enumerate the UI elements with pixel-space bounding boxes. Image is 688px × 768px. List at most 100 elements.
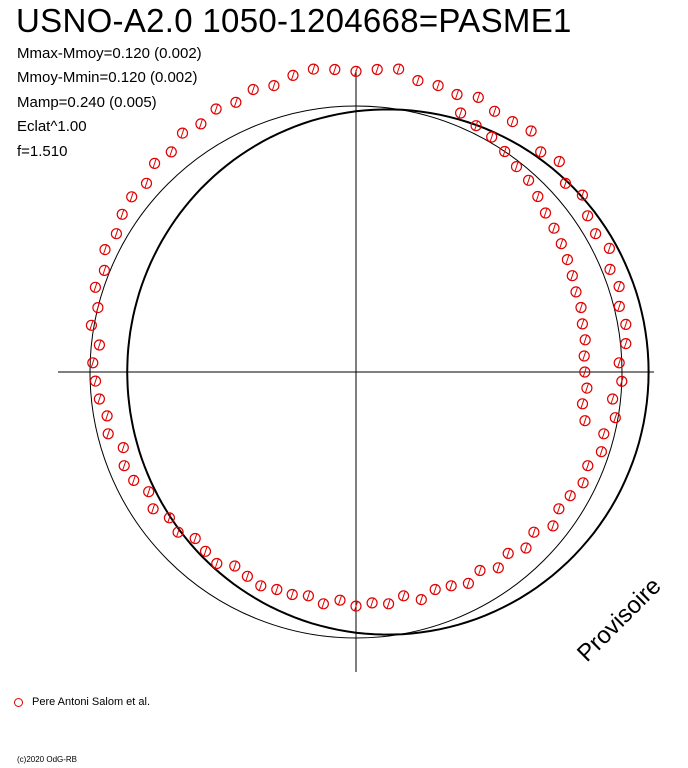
data-point-errorbar	[608, 264, 612, 275]
data-point	[579, 415, 591, 427]
data-point-marker	[462, 577, 474, 590]
data-point-marker	[350, 65, 362, 78]
data-point-marker	[286, 588, 298, 601]
data-point-errorbar	[617, 358, 622, 368]
data-point-marker	[564, 490, 576, 502]
data-point-errorbar	[593, 229, 598, 239]
data-point	[604, 263, 616, 275]
data-point-errorbar	[232, 561, 237, 571]
data-point-errorbar	[583, 335, 588, 345]
data-point-marker	[334, 594, 346, 606]
data-point	[102, 428, 114, 440]
data-point-errorbar	[95, 302, 100, 313]
data-point-errorbar	[538, 147, 543, 157]
data-point-errorbar	[274, 584, 279, 595]
data-point	[528, 526, 540, 538]
data-point-marker	[89, 281, 102, 293]
data-point	[317, 598, 329, 610]
data-point-marker	[492, 562, 504, 574]
data-point-marker	[350, 600, 362, 612]
data-point-errorbar	[492, 106, 497, 116]
data-point-marker	[383, 598, 395, 610]
legend: Pere Antoni Salom et al.	[14, 696, 150, 708]
info-mamp: Mamp=0.240 (0.005)	[17, 94, 157, 111]
data-point-marker	[117, 442, 129, 454]
plot-axes	[58, 70, 654, 672]
data-point	[613, 300, 625, 312]
data-point-marker	[579, 366, 591, 378]
data-point-marker	[99, 244, 111, 256]
data-point-marker	[579, 415, 591, 427]
data-point-errorbar	[93, 282, 98, 292]
data-point	[195, 118, 207, 130]
data-point-errorbar	[332, 64, 337, 75]
data-point	[147, 503, 159, 515]
data-point-errorbar	[582, 351, 587, 361]
data-point-marker	[199, 545, 212, 557]
data-point-marker	[102, 428, 114, 440]
data-point-errorbar	[436, 80, 441, 91]
data-point-marker	[613, 280, 625, 293]
data-point-marker	[576, 398, 589, 410]
data-point-marker	[502, 547, 514, 560]
data-point	[92, 302, 104, 314]
data-point-marker	[603, 242, 616, 254]
data-point	[143, 486, 155, 498]
data-point	[210, 103, 222, 115]
data-point	[99, 244, 111, 256]
data-point-errorbar	[531, 527, 536, 537]
data-point	[506, 115, 519, 128]
data-point-errorbar	[613, 413, 618, 423]
data-point-errorbar	[258, 581, 263, 591]
data-point	[489, 105, 501, 117]
data-point-errorbar	[419, 594, 424, 605]
data-point-marker	[486, 131, 498, 143]
data-point-errorbar	[617, 301, 622, 312]
data-point-marker	[520, 542, 532, 554]
data-point-marker	[555, 238, 567, 250]
data-point	[371, 63, 383, 76]
data-point	[455, 107, 467, 119]
data-point	[163, 512, 175, 524]
data-point-marker	[472, 91, 484, 104]
data-point	[286, 588, 298, 601]
data-point-errorbar	[449, 581, 454, 591]
data-point-errorbar	[580, 399, 585, 409]
info-mmoy-mmin: Mmoy-Mmin=0.120 (0.002)	[17, 69, 198, 86]
data-point-errorbar	[354, 66, 358, 77]
data-point-errorbar	[203, 546, 208, 556]
data-point-marker	[548, 222, 560, 234]
data-point-errorbar	[114, 229, 119, 239]
data-point	[547, 520, 559, 532]
data-point-errorbar	[580, 190, 585, 200]
data-point	[89, 375, 102, 387]
data-point	[128, 474, 140, 486]
data-point	[101, 410, 113, 422]
data-point-marker	[287, 69, 299, 82]
data-point-marker	[147, 503, 159, 515]
data-point	[589, 228, 602, 240]
data-point-errorbar	[496, 563, 501, 573]
data-point-errorbar	[89, 320, 94, 330]
data-point-marker	[598, 428, 610, 440]
data-point	[555, 238, 567, 250]
data-point	[140, 177, 153, 189]
data-point-marker	[525, 125, 537, 137]
data-point	[93, 339, 106, 351]
data-point-errorbar	[489, 132, 494, 142]
data-point	[603, 242, 616, 254]
data-point-marker	[98, 264, 111, 276]
data-point-errorbar	[543, 208, 548, 218]
data-point-marker	[398, 590, 410, 602]
data-point-errorbar	[122, 461, 127, 471]
data-point	[609, 412, 621, 424]
data-point-marker	[499, 145, 511, 158]
data-points	[85, 63, 632, 612]
data-point-errorbar	[415, 75, 420, 86]
data-point	[412, 74, 424, 87]
data-point	[520, 542, 532, 554]
data-point-marker	[470, 120, 482, 132]
data-point	[117, 442, 129, 454]
data-point-marker	[451, 88, 463, 101]
data-point	[561, 254, 574, 266]
